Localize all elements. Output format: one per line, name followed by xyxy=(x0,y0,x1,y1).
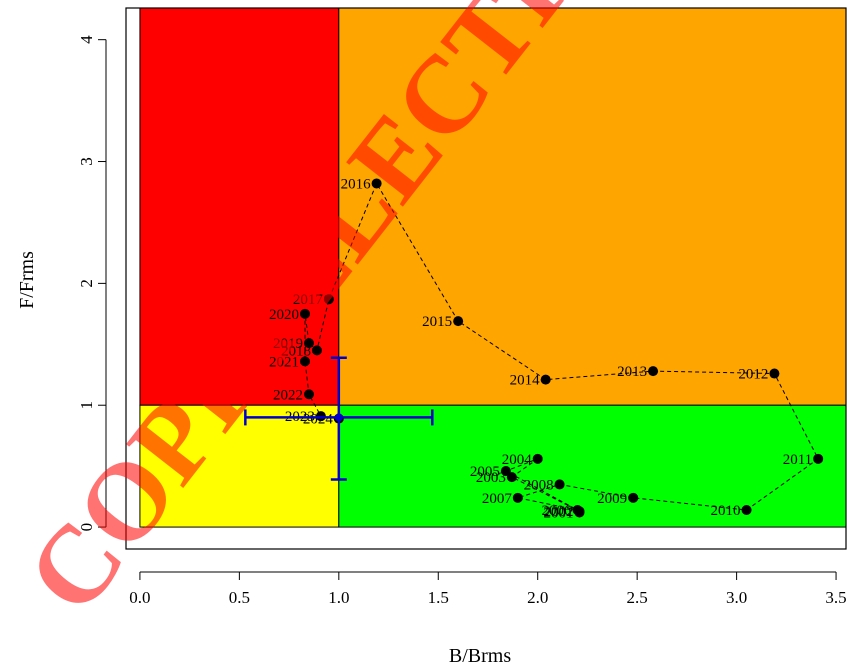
y-tick-label: 4 xyxy=(77,35,96,44)
x-tick-label: 2.5 xyxy=(627,588,648,607)
quadrant-overfished-overfishing xyxy=(139,7,340,406)
point-2004 xyxy=(532,453,543,464)
current-estimate-point xyxy=(334,413,343,422)
y-tick-label: 0 xyxy=(77,523,96,532)
y-axis: 0 1 2 3 4 xyxy=(77,35,107,532)
y-axis-title: F/Frms xyxy=(16,251,38,309)
point-label-2011: 2011 xyxy=(783,452,812,468)
point-2007 xyxy=(512,492,523,503)
point-2006 xyxy=(572,505,583,516)
point-2016 xyxy=(371,178,382,189)
x-tick-label: 2.0 xyxy=(527,588,548,607)
x-tick-label: 0.5 xyxy=(229,588,250,607)
plot-frame xyxy=(125,7,847,550)
point-label-2024: 2024 xyxy=(303,412,334,428)
quadrant-backgrounds xyxy=(139,7,847,528)
point-label-2015: 2015 xyxy=(422,314,452,330)
point-label-2009: 2009 xyxy=(597,491,627,507)
point-label-2008: 2008 xyxy=(524,477,554,493)
point-2008 xyxy=(554,479,565,490)
y-tick-label: 2 xyxy=(77,279,96,288)
point-label-2003: 2003 xyxy=(476,470,506,486)
quadrant-healthy xyxy=(338,404,847,528)
y-tick-label: 1 xyxy=(77,401,96,410)
point-2013 xyxy=(648,366,659,377)
point-2019 xyxy=(303,338,314,349)
x-axis-title: B/Brms xyxy=(449,645,511,666)
point-2021 xyxy=(300,356,311,367)
point-label-2004: 2004 xyxy=(502,452,533,468)
point-label-2018: 2018 xyxy=(281,343,311,359)
point-label-2006: 2006 xyxy=(541,503,572,519)
point-label-2022: 2022 xyxy=(273,387,303,403)
x-axis: 0.0 0.5 1.0 1.5 2.0 2.5 3.0 3.5 xyxy=(129,571,847,607)
x-tick-label: 1.5 xyxy=(428,588,449,607)
point-label-2014: 2014 xyxy=(510,373,541,389)
point-label-2002: 2002 xyxy=(543,504,573,520)
point-2009 xyxy=(628,492,639,503)
point-2005 xyxy=(500,466,511,477)
x-tick-label: 1.0 xyxy=(328,588,349,607)
data-points xyxy=(300,178,824,518)
trajectory-line xyxy=(304,182,819,513)
point-2022 xyxy=(303,389,314,400)
point-label-2017: 2017 xyxy=(293,292,324,308)
current-estimate-error-bars xyxy=(244,356,434,481)
point-label-2021: 2021 xyxy=(269,354,299,370)
point-2018 xyxy=(311,345,322,356)
point-2017 xyxy=(323,294,334,305)
point-2012 xyxy=(769,368,780,379)
point-label-2019: 2019 xyxy=(273,336,303,352)
point-2015 xyxy=(453,316,464,327)
point-label-2007: 2007 xyxy=(482,491,513,507)
point-2020 xyxy=(300,308,311,319)
point-label-2010: 2010 xyxy=(711,503,741,519)
quadrant-overfishing xyxy=(338,7,847,406)
quadrant-overfished xyxy=(139,404,340,528)
trajectory-polyline xyxy=(304,182,819,513)
point-2010 xyxy=(741,505,752,516)
point-2014 xyxy=(540,374,551,385)
point-label-2020: 2020 xyxy=(269,307,299,323)
x-tick-label: 0.0 xyxy=(129,588,150,607)
x-tick-label: 3.0 xyxy=(726,588,747,607)
point-label-2013: 2013 xyxy=(617,364,647,380)
point-label-2012: 2012 xyxy=(738,367,768,383)
x-tick-label: 3.5 xyxy=(825,588,846,607)
point-label-2016: 2016 xyxy=(341,176,372,192)
y-tick-label: 3 xyxy=(77,157,96,166)
point-label-2005: 2005 xyxy=(470,464,500,480)
point-2011 xyxy=(813,453,824,464)
point-label-2001: 2001 xyxy=(543,505,573,521)
